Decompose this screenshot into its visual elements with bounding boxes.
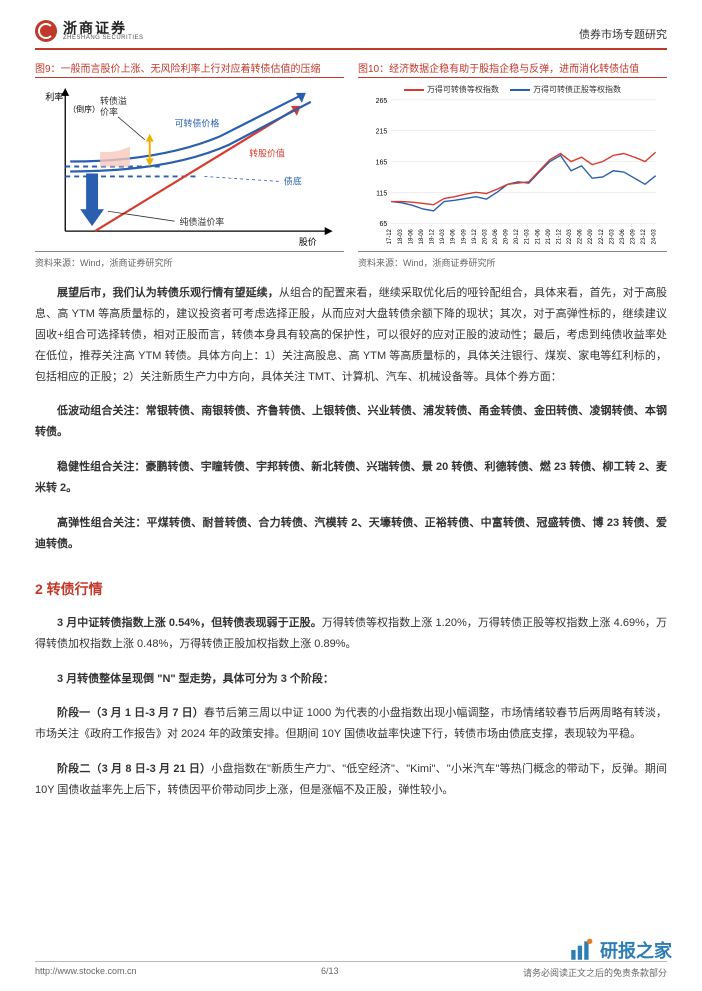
svg-text:17-12: 17-12 [387,228,393,244]
svg-text:65: 65 [380,221,388,228]
svg-text:19-09: 19-09 [461,228,467,244]
s1-lead: 3 月中证转债指数上涨 0.54%，但转债表现弱于正股。 [57,617,322,629]
svg-text:20-12: 20-12 [514,228,520,244]
figure-9: 图9：一般而言股价上涨、无风险利率上行对应着转债估值的压缩 [35,60,344,269]
svg-text:18-03: 18-03 [398,228,404,244]
svg-text:23-09: 23-09 [630,228,636,244]
legend-series-2: 万得可转债正股等权指数 [533,85,621,94]
paragraph-high-elastic: 高弹性组合关注：平煤转债、耐普转债、合力转债、汽模转 2、天壕转债、正裕转债、中… [35,513,667,555]
svg-text:24-03: 24-03 [652,228,658,244]
line-chart: 65 115 165 215 265 17-12 18-03 18-06 18-09 18-12 1… [358,82,667,251]
figure-10-chart: 万得可转债等权指数 万得可转债正股等权指数 65 115 165 215 265 17-1… [358,82,667,252]
footer-url: http://www.stocke.com.cn [35,966,137,979]
svg-text:18-06: 18-06 [408,228,414,244]
paragraph-low-vol: 低波动组合关注：常银转债、南银转债、齐鲁转债、上银转债、兴业转债、浦发转债、甬金… [35,401,667,443]
page-header: 浙商证券 ZHESHANG SECURITIES 债券市场专题研究 [35,20,667,50]
section-2-p3: 阶段一（3 月 1 日-3 月 7 日）春节后第三周以中证 1000 为代表的小… [35,703,667,745]
svg-text:19-06: 19-06 [451,228,457,244]
svg-text:115: 115 [376,190,387,197]
s3-lead: 阶段一（3 月 1 日-3 月 7 日） [57,707,204,719]
svg-text:22-03: 22-03 [567,228,573,244]
paragraph-stable: 稳健性组合关注：豪鹏转债、宇瞳转债、宇邦转债、新北转债、兴瑞转债、景 20 转债… [35,457,667,499]
figure-9-chart: 利率 （倒序） 转债溢 价率 可转债价格 转股价值 债底 纯债溢价率 股价 [35,82,344,252]
svg-text:21-09: 21-09 [546,228,552,244]
logo: 浙商证券 ZHESHANG SECURITIES [35,20,144,42]
page-footer: http://www.stocke.com.cn 6/13 请务必阅读正文之后的… [35,961,667,979]
svg-text:转债溢: 转债溢 [100,95,127,106]
watermark-icon [568,937,594,963]
svg-text:（倒序）: （倒序） [68,104,100,114]
figures-row: 图9：一般而言股价上涨、无风险利率上行对应着转债估值的压缩 [35,60,667,269]
paragraph-outlook: 展望后市，我们认为转债乐观行情有望延续，从组合的配置来看，继续采取优化后的哑铃配… [35,283,667,387]
svg-text:23-06: 23-06 [620,228,626,244]
figure-9-source: 资料来源：Wind，浙商证券研究所 [35,252,344,269]
logo-en: ZHESHANG SECURITIES [63,35,144,41]
svg-text:20-09: 20-09 [504,228,510,244]
header-subject: 债券市场专题研究 [579,26,667,42]
svg-text:18-12: 18-12 [430,228,436,244]
logo-cn: 浙商证券 [63,21,144,35]
svg-text:23-12: 23-12 [641,228,647,244]
p1-rest: 从组合的配置来看，继续采取优化后的哑铃配组合，具体来看，首先，对于高股息、高 Y… [35,287,667,383]
footer-page: 6/13 [321,966,339,979]
svg-text:20-06: 20-06 [493,228,499,244]
svg-text:21-06: 21-06 [535,228,541,244]
svg-text:165: 165 [376,160,388,167]
section-2-p1: 3 月中证转债指数上涨 0.54%，但转债表现弱于正股。万得转债等权指数上涨 1… [35,613,667,655]
chart-legend: 万得可转债等权指数 万得可转债正股等权指数 [358,84,667,95]
svg-text:19-12: 19-12 [472,228,478,244]
watermark-text: 研报之家 [600,937,672,963]
svg-text:19-03: 19-03 [440,228,446,244]
figure-9-title: 图9：一般而言股价上涨、无风险利率上行对应着转债估值的压缩 [35,60,344,78]
p1-lead: 展望后市，我们认为转债乐观行情有望延续， [57,287,279,299]
svg-text:债底: 债底 [284,175,302,186]
section-2-title: 2 转债行情 [35,579,667,599]
svg-text:21-12: 21-12 [556,228,562,244]
svg-text:22-06: 22-06 [578,228,584,244]
svg-text:22-12: 22-12 [599,228,605,244]
figure-10-source: 资料来源：Wind，浙商证券研究所 [358,252,667,269]
svg-text:22-09: 22-09 [588,228,594,244]
svg-text:利率: 利率 [45,91,63,102]
schematic-diagram: 利率 （倒序） 转债溢 价率 可转债价格 转股价值 债底 纯债溢价率 股价 [35,82,344,251]
svg-text:股价: 股价 [299,237,317,247]
section-2-p4: 阶段二（3 月 8 日-3 月 21 日）小盘指数在"新质生产力"、"低空经济"… [35,759,667,801]
svg-text:18-09: 18-09 [419,228,425,244]
logo-icon [35,20,57,42]
figure-10-title: 图10：经济数据企稳有助于股指企稳与反弹，进而消化转债估值 [358,60,667,78]
svg-text:23-03: 23-03 [609,228,615,244]
legend-series-1: 万得可转债等权指数 [427,85,499,94]
svg-text:转股价值: 转股价值 [249,148,285,159]
footer-disclaimer: 请务必阅读正文之后的免责条款部分 [523,966,667,979]
svg-text:21-03: 21-03 [525,228,531,244]
svg-text:可转债价格: 可转债价格 [175,118,220,129]
watermark: 研报之家 [568,937,672,963]
svg-text:265: 265 [376,98,388,105]
s4-lead: 阶段二（3 月 8 日-3 月 21 日） [57,763,211,775]
svg-text:20-03: 20-03 [482,228,488,244]
figure-10: 图10：经济数据企稳有助于股指企稳与反弹，进而消化转债估值 万得可转债等权指数 … [358,60,667,269]
svg-text:价率: 价率 [100,106,118,117]
section-2-p2: 3 月转债整体呈现倒 "N" 型走势，具体可分为 3 个阶段： [35,669,667,690]
svg-text:纯债溢价率: 纯债溢价率 [180,216,225,227]
svg-text:215: 215 [376,129,388,136]
